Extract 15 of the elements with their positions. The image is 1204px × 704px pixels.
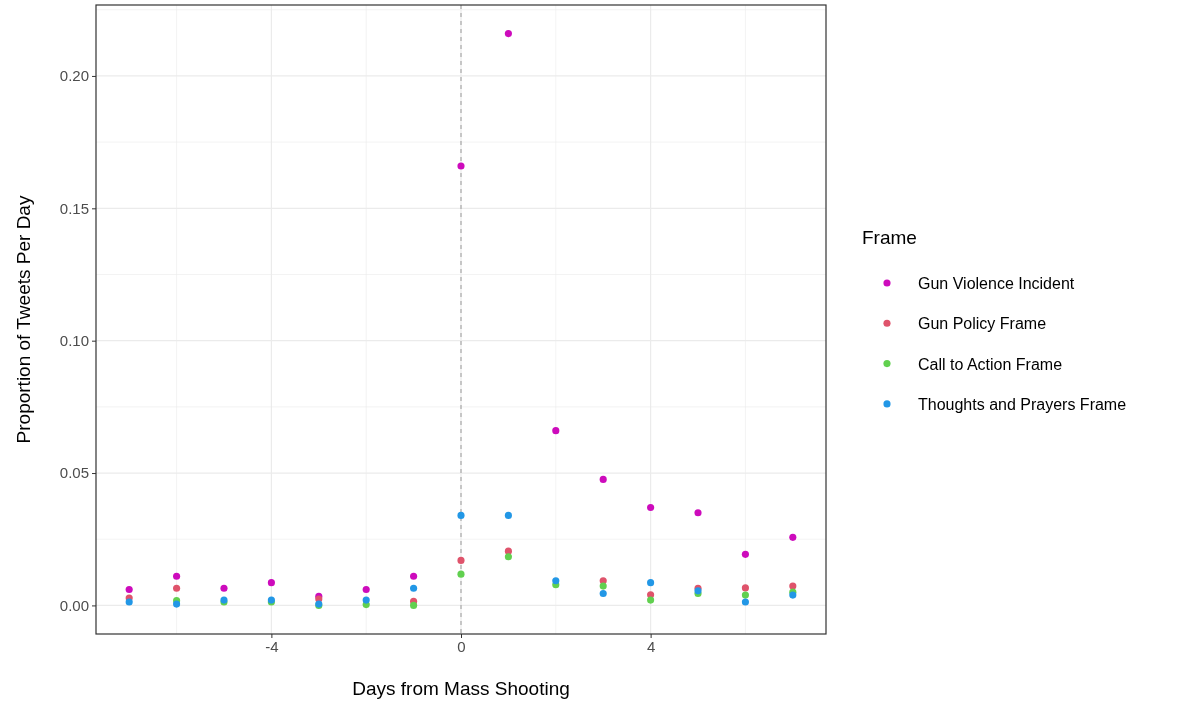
x-tick-label: 0: [457, 637, 466, 655]
y-tick-label: 0.20: [59, 67, 89, 85]
legend-label: Gun Policy Frame: [918, 315, 1047, 333]
y-tick-label: 0.00: [59, 596, 89, 614]
y-tick-label: 0.10: [59, 331, 89, 349]
legend-label: Call to Action Frame: [918, 355, 1063, 373]
legend-label: Thoughts and Prayers Frame: [918, 395, 1127, 413]
x-axis-title: Days from Mass Shooting: [352, 678, 570, 699]
legend-label: Gun Violence Incident: [918, 275, 1075, 292]
legend-title: Frame: [862, 227, 917, 248]
x-tick-label: -4: [265, 637, 279, 655]
y-tick-label: 0.05: [59, 464, 89, 482]
y-axis-title: Proportion of Tweets Per Day: [13, 195, 34, 444]
x-tick-label: 4: [646, 637, 656, 655]
y-tick-label: 0.15: [59, 199, 89, 217]
